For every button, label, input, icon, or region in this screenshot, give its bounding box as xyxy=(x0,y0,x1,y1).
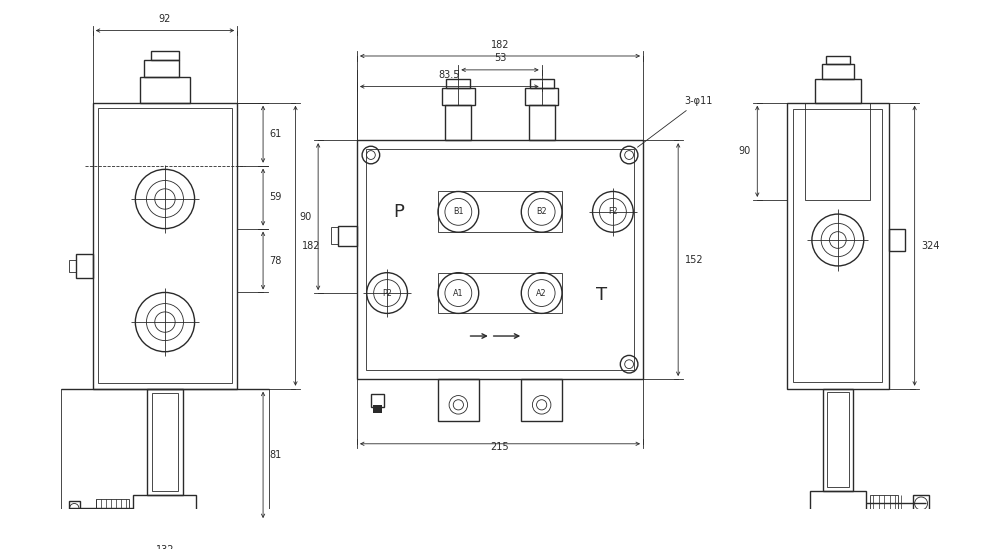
Bar xyxy=(913,495,929,512)
Bar xyxy=(822,64,854,79)
Bar xyxy=(889,229,905,251)
Text: 152: 152 xyxy=(685,255,703,265)
Bar xyxy=(69,501,80,516)
Text: 61: 61 xyxy=(270,129,282,139)
Bar xyxy=(69,260,76,272)
Text: B2: B2 xyxy=(536,208,547,216)
Bar xyxy=(832,518,843,529)
Bar xyxy=(826,55,850,64)
Bar xyxy=(140,77,190,103)
Bar xyxy=(823,389,853,490)
Bar xyxy=(371,394,384,407)
Bar xyxy=(76,254,93,278)
Bar xyxy=(153,521,166,534)
Bar xyxy=(357,140,643,379)
Bar xyxy=(445,105,471,140)
Bar xyxy=(438,379,479,421)
Text: P2: P2 xyxy=(382,289,392,298)
Bar xyxy=(521,379,562,421)
Bar xyxy=(442,88,475,105)
Bar xyxy=(338,226,357,246)
Text: 182: 182 xyxy=(491,40,509,49)
Text: 324: 324 xyxy=(921,240,940,251)
Text: 78: 78 xyxy=(270,255,282,266)
Text: 59: 59 xyxy=(270,192,282,202)
Text: 90: 90 xyxy=(299,211,312,222)
Text: 81: 81 xyxy=(270,450,282,460)
Text: 215: 215 xyxy=(491,442,509,452)
Bar xyxy=(827,393,849,487)
Bar xyxy=(93,103,237,389)
Text: T: T xyxy=(596,287,607,305)
Text: 90: 90 xyxy=(739,147,751,156)
Text: 132: 132 xyxy=(156,545,174,549)
Bar xyxy=(438,273,562,313)
Bar xyxy=(331,227,338,244)
Text: 83.5: 83.5 xyxy=(439,70,460,80)
Bar xyxy=(525,88,558,105)
Bar xyxy=(815,79,861,103)
Bar xyxy=(787,103,889,389)
Bar xyxy=(805,103,870,200)
Bar xyxy=(446,79,470,88)
Text: A2: A2 xyxy=(536,289,547,298)
Bar xyxy=(151,51,179,60)
Bar xyxy=(96,499,129,517)
Text: A1: A1 xyxy=(453,289,464,298)
Bar xyxy=(152,393,178,490)
Bar xyxy=(870,495,898,512)
Text: 53: 53 xyxy=(494,53,506,63)
Bar xyxy=(810,490,866,517)
Bar xyxy=(98,108,232,383)
Bar xyxy=(530,79,554,88)
Bar xyxy=(373,405,382,413)
Text: 182: 182 xyxy=(302,240,320,251)
Bar xyxy=(366,149,634,369)
Bar xyxy=(529,105,555,140)
Text: B1: B1 xyxy=(453,208,464,216)
Bar xyxy=(147,389,183,495)
Bar xyxy=(133,495,196,521)
Bar xyxy=(144,60,179,77)
Text: F2: F2 xyxy=(608,208,618,216)
Bar xyxy=(833,529,842,536)
Text: 92: 92 xyxy=(159,14,171,24)
Bar xyxy=(154,533,165,541)
Bar xyxy=(438,192,562,232)
Text: 3-φ11: 3-φ11 xyxy=(637,96,713,147)
Text: P: P xyxy=(393,203,404,221)
Bar xyxy=(793,109,882,382)
